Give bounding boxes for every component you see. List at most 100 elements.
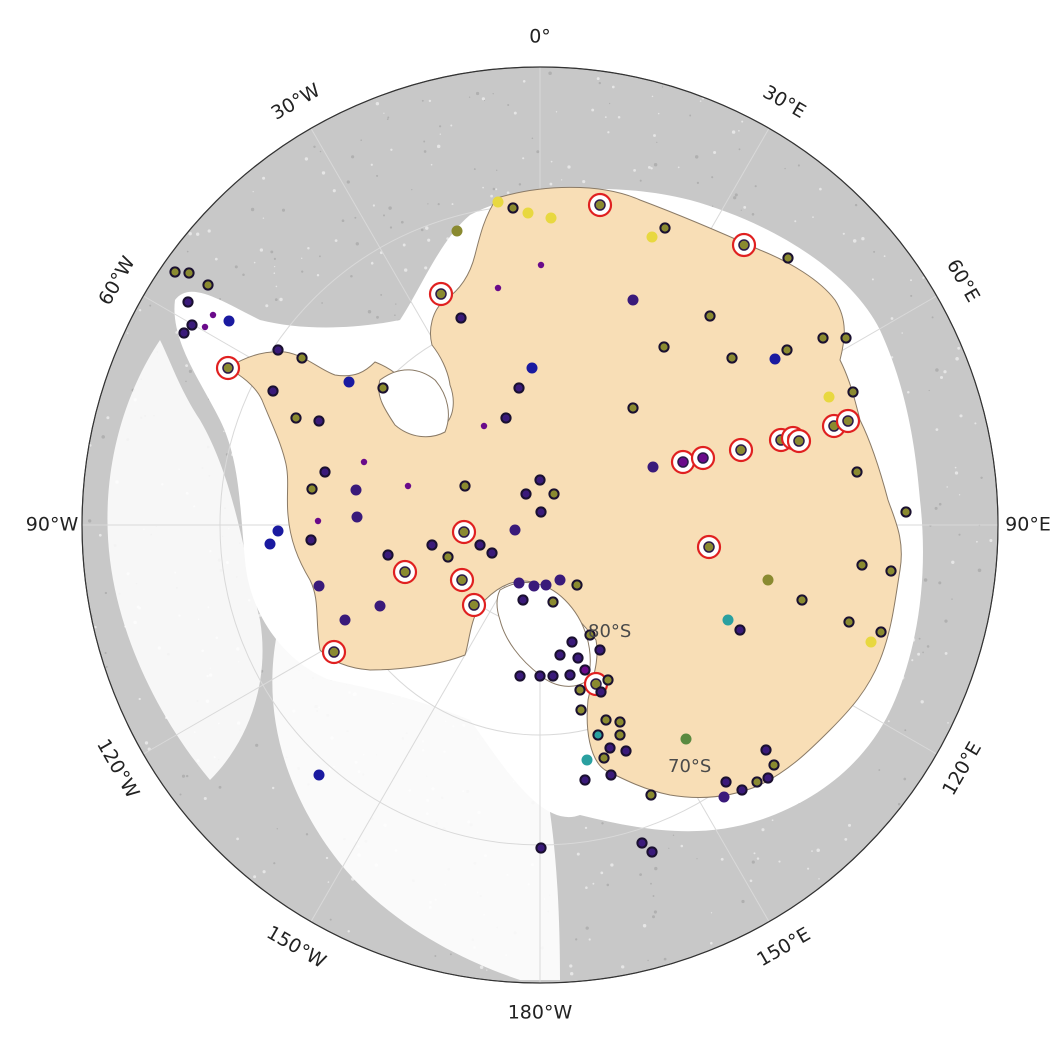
site-marker — [554, 649, 566, 661]
site-marker — [222, 362, 234, 374]
site-marker — [581, 754, 593, 766]
site-marker — [627, 402, 639, 414]
lon-label-180w: 180°W — [508, 1002, 573, 1024]
lon-label-60w: 60°W — [94, 252, 139, 309]
site-marker — [768, 759, 780, 771]
site-marker — [636, 837, 648, 849]
site-marker — [760, 744, 772, 756]
site-marker — [209, 311, 217, 319]
site-marker — [183, 267, 195, 279]
site-marker — [319, 466, 331, 478]
site-marker — [547, 670, 559, 682]
site-marker — [202, 279, 214, 291]
site-marker — [399, 566, 411, 578]
site-marker — [658, 341, 670, 353]
site-marker — [722, 614, 734, 626]
site-marker — [605, 769, 617, 781]
site-marker — [554, 574, 566, 586]
site-marker — [851, 466, 863, 478]
site-marker — [313, 580, 325, 592]
site-marker — [537, 261, 545, 269]
site-marker — [738, 239, 750, 251]
site-marker — [514, 670, 526, 682]
site-marker — [856, 559, 868, 571]
site-marker — [584, 629, 596, 641]
site-marker — [509, 524, 521, 536]
site-marker — [169, 266, 181, 278]
site-marker — [374, 600, 386, 612]
site-marker — [382, 549, 394, 561]
lon-label-120w: 120°W — [92, 735, 143, 802]
site-marker — [267, 385, 279, 397]
site-marker — [680, 733, 692, 745]
site-marker — [600, 714, 612, 726]
site-marker — [817, 332, 829, 344]
site-marker — [736, 784, 748, 796]
lon-label-90e: 90°E — [1005, 514, 1051, 536]
site-marker — [513, 382, 525, 394]
site-marker — [451, 225, 463, 237]
site-marker — [659, 222, 671, 234]
site-marker — [575, 704, 587, 716]
site-marker — [602, 674, 614, 686]
site-marker — [480, 422, 488, 430]
site-marker — [614, 729, 626, 741]
site-marker — [377, 382, 389, 394]
site-marker — [545, 212, 557, 224]
site-marker — [313, 415, 325, 427]
site-marker — [726, 352, 738, 364]
site-marker — [182, 296, 194, 308]
lon-label-150e: 150°E — [753, 923, 814, 971]
site-marker — [703, 541, 715, 553]
site-marker — [781, 344, 793, 356]
site-marker — [566, 636, 578, 648]
site-marker — [875, 626, 887, 638]
site-marker — [306, 483, 318, 495]
sea-ice-fan — [272, 620, 560, 980]
site-marker — [796, 594, 808, 606]
site-marker — [734, 624, 746, 636]
site-marker — [272, 344, 284, 356]
lon-label-0: 0° — [529, 26, 551, 48]
lon-label-60e: 60°E — [942, 255, 984, 306]
site-marker — [486, 547, 498, 559]
lat-label-70s: 70°S — [668, 756, 711, 777]
site-marker — [843, 616, 855, 628]
site-marker — [718, 791, 730, 803]
site-marker — [507, 202, 519, 214]
site-marker — [534, 474, 546, 486]
site-marker — [328, 646, 340, 658]
lon-label-30w: 30°W — [268, 79, 325, 124]
site-marker — [492, 196, 504, 208]
site-marker — [458, 526, 470, 538]
site-marker — [842, 415, 854, 427]
site-marker — [571, 579, 583, 591]
site-marker — [426, 539, 438, 551]
site-marker — [548, 488, 560, 500]
site-marker — [704, 310, 716, 322]
site-marker — [598, 752, 610, 764]
site-marker — [339, 614, 351, 626]
site-marker — [751, 776, 763, 788]
site-marker — [296, 352, 308, 364]
site-marker — [646, 231, 658, 243]
site-marker — [290, 412, 302, 424]
site-marker — [459, 480, 471, 492]
site-marker — [178, 327, 190, 339]
site-marker — [677, 456, 689, 468]
site-marker — [360, 458, 368, 466]
site-markers — [169, 166, 912, 858]
site-marker — [735, 444, 747, 456]
site-marker — [264, 538, 276, 550]
site-marker — [534, 670, 546, 682]
site-marker — [762, 574, 774, 586]
site-marker — [313, 769, 325, 781]
site-marker — [769, 353, 781, 365]
site-marker — [574, 684, 586, 696]
site-marker — [526, 362, 538, 374]
site-marker — [647, 461, 659, 473]
site-marker — [186, 319, 198, 331]
site-marker — [620, 745, 632, 757]
site-marker — [528, 580, 540, 592]
